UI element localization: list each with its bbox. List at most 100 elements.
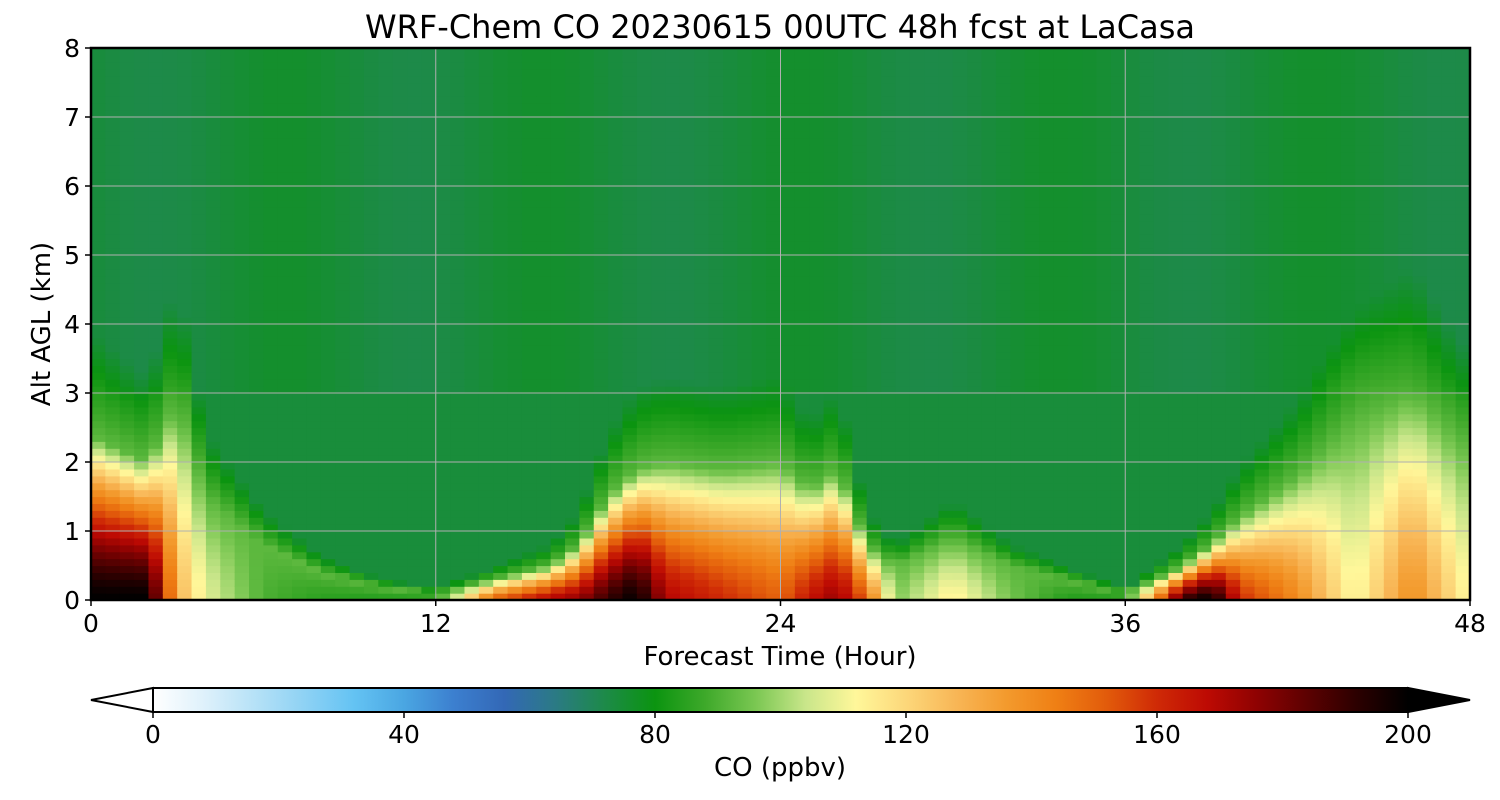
heat-cell: [220, 137, 236, 146]
heat-cell: [148, 96, 164, 104]
heat-cell: [737, 261, 753, 270]
heat-cell: [407, 172, 422, 180]
heat-cell: [205, 117, 221, 125]
heat-cell: [306, 365, 322, 373]
heat-cell: [723, 234, 738, 242]
heat-cell: [521, 310, 537, 318]
heat-cell: [119, 68, 135, 77]
heat-cell: [450, 310, 466, 318]
heat-cell: [536, 406, 552, 415]
heat-cell: [593, 386, 609, 394]
heat-cell: [565, 227, 580, 235]
heat-cell: [881, 468, 897, 477]
heat-cell: [148, 565, 164, 573]
heat-cell: [148, 441, 164, 449]
heat-cell: [205, 68, 221, 77]
heat-cell: [292, 324, 308, 332]
heat-cell: [794, 531, 810, 539]
heat-cell: [881, 82, 897, 90]
heat-cell: [952, 503, 968, 511]
heat-cell: [105, 268, 121, 277]
heat-cell: [651, 151, 667, 159]
heat-cell: [766, 365, 782, 373]
heat-cell: [924, 441, 940, 449]
heat-cell: [866, 379, 882, 387]
heat-cell: [766, 351, 782, 360]
heat-cell: [636, 462, 652, 470]
heat-cell: [579, 199, 595, 208]
heat-cell: [277, 303, 293, 311]
heat-cell: [234, 68, 250, 77]
heat-cell: [895, 144, 911, 153]
heat-cell: [952, 482, 968, 491]
heat-cell: [809, 358, 825, 366]
heat-cell: [220, 130, 236, 139]
heat-cell: [651, 489, 667, 498]
heat-cell: [349, 75, 365, 84]
heat-cell: [478, 372, 494, 380]
heat-cell: [148, 475, 164, 484]
heat-cell: [464, 330, 480, 339]
heat-cell: [421, 586, 437, 594]
heat-cell: [708, 275, 724, 284]
heat-cell: [234, 386, 250, 394]
heat-cell: [148, 199, 164, 208]
heat-cell: [407, 82, 422, 90]
heat-cell: [435, 199, 451, 208]
heat-cell: [249, 337, 264, 346]
heat-cell: [205, 531, 221, 539]
heat-cell: [967, 110, 983, 118]
heat-cell: [766, 220, 782, 228]
heat-cell: [421, 572, 437, 580]
heat-cell: [220, 510, 236, 518]
heat-cell: [565, 144, 580, 153]
heat-cell: [593, 475, 609, 484]
heat-cell: [205, 379, 221, 387]
heat-cell: [981, 427, 997, 435]
heat-cell: [162, 186, 178, 194]
heat-cell: [723, 48, 738, 56]
heat-cell: [220, 420, 236, 429]
heat-cell: [593, 379, 609, 387]
heat-cell: [349, 241, 365, 249]
heat-cell: [881, 593, 897, 600]
heat-cell: [91, 475, 106, 484]
heat-cell: [737, 123, 753, 132]
heat-cell: [723, 96, 738, 104]
heat-cell: [220, 586, 236, 594]
heat-cell: [263, 379, 279, 387]
heat-cell: [521, 399, 537, 408]
heat-cell: [119, 206, 135, 215]
heat-cell: [493, 337, 509, 346]
heat-cell: [320, 524, 336, 532]
heat-cell: [967, 441, 983, 449]
heat-cell: [493, 482, 509, 491]
heat-cell: [794, 82, 810, 90]
heat-cell: [608, 192, 624, 201]
heat-cell: [134, 110, 150, 118]
heat-cell: [234, 186, 250, 194]
heat-cell: [177, 496, 193, 504]
heat-cell: [852, 89, 868, 97]
heat-cell: [780, 496, 796, 504]
heat-cell: [694, 337, 710, 346]
heat-cell: [306, 248, 322, 256]
heat-cell: [751, 565, 767, 573]
heat-cell: [320, 89, 336, 97]
heat-cell: [608, 531, 624, 539]
heat-cell: [521, 517, 537, 525]
heat-cell: [450, 531, 466, 539]
heat-cell: [119, 379, 135, 387]
heat-cell: [464, 358, 480, 366]
heat-cell: [708, 117, 724, 125]
heat-cell: [809, 524, 825, 532]
heat-cell: [205, 372, 221, 380]
heat-cell: [134, 462, 150, 470]
heat-cell: [708, 75, 724, 84]
heat-cell: [608, 165, 624, 173]
heat-cell: [91, 48, 106, 56]
heat-cell: [464, 158, 480, 166]
heat-cell: [464, 324, 480, 332]
heat-cell: [306, 48, 322, 56]
heat-cell: [622, 103, 638, 111]
